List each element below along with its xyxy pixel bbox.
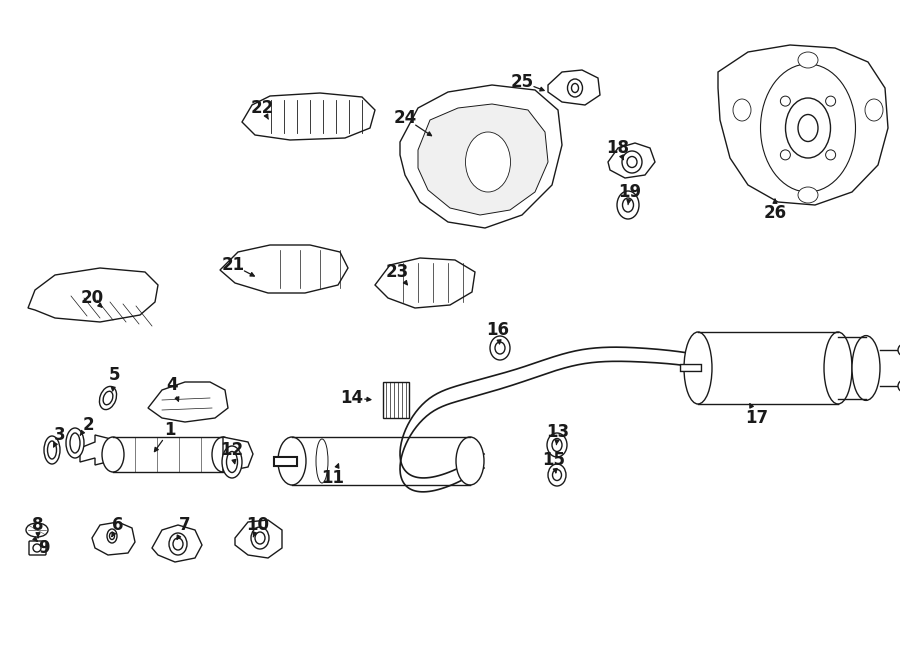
Ellipse shape (102, 437, 124, 472)
Ellipse shape (552, 438, 562, 451)
Ellipse shape (107, 529, 117, 543)
Polygon shape (28, 268, 158, 322)
Text: 19: 19 (618, 183, 642, 201)
Text: 14: 14 (340, 389, 364, 407)
Text: 3: 3 (54, 426, 66, 444)
Text: 22: 22 (250, 99, 274, 117)
Text: 1: 1 (164, 421, 176, 439)
Text: 11: 11 (321, 469, 345, 487)
Ellipse shape (456, 437, 484, 485)
Ellipse shape (553, 469, 562, 481)
Ellipse shape (898, 344, 900, 356)
FancyBboxPatch shape (29, 541, 46, 555)
Ellipse shape (825, 150, 835, 160)
Ellipse shape (173, 538, 183, 550)
Text: 17: 17 (745, 409, 769, 427)
Polygon shape (718, 45, 888, 205)
Text: 8: 8 (32, 516, 44, 534)
Ellipse shape (104, 391, 112, 405)
Text: 10: 10 (247, 516, 269, 534)
Ellipse shape (780, 96, 790, 106)
Ellipse shape (798, 187, 818, 203)
Ellipse shape (48, 441, 57, 459)
Ellipse shape (684, 332, 712, 404)
Ellipse shape (824, 332, 852, 404)
Ellipse shape (760, 64, 856, 192)
Ellipse shape (99, 387, 117, 410)
Polygon shape (608, 143, 655, 178)
Ellipse shape (490, 336, 510, 360)
Ellipse shape (622, 151, 642, 173)
Text: 6: 6 (112, 516, 124, 534)
Ellipse shape (798, 52, 818, 68)
Text: 21: 21 (221, 256, 245, 274)
Text: 2: 2 (82, 416, 94, 434)
Polygon shape (548, 70, 600, 105)
Ellipse shape (780, 150, 790, 160)
Text: 23: 23 (385, 263, 409, 281)
Polygon shape (148, 382, 228, 422)
Text: 16: 16 (487, 321, 509, 339)
Ellipse shape (255, 532, 265, 544)
Text: 25: 25 (510, 73, 534, 91)
Ellipse shape (70, 433, 80, 453)
Ellipse shape (617, 191, 639, 219)
Text: 5: 5 (109, 366, 121, 384)
Text: 15: 15 (543, 451, 565, 469)
Polygon shape (80, 435, 115, 465)
Polygon shape (838, 337, 866, 399)
Polygon shape (698, 332, 838, 404)
Polygon shape (400, 347, 730, 492)
Text: 18: 18 (607, 139, 629, 157)
Polygon shape (92, 522, 135, 555)
Text: 26: 26 (763, 204, 787, 222)
Ellipse shape (465, 132, 510, 192)
Ellipse shape (547, 433, 567, 457)
Ellipse shape (26, 523, 48, 537)
Polygon shape (152, 525, 202, 562)
Polygon shape (383, 382, 409, 418)
Ellipse shape (572, 83, 579, 93)
Polygon shape (375, 258, 475, 308)
Polygon shape (113, 437, 223, 472)
Text: 20: 20 (80, 289, 104, 307)
Ellipse shape (44, 436, 60, 464)
Ellipse shape (568, 79, 582, 97)
Ellipse shape (222, 446, 242, 478)
Text: 12: 12 (220, 441, 244, 459)
Ellipse shape (852, 336, 880, 401)
Ellipse shape (623, 198, 634, 212)
Polygon shape (400, 85, 562, 228)
Ellipse shape (495, 342, 505, 354)
Polygon shape (235, 520, 282, 558)
Ellipse shape (825, 96, 835, 106)
Polygon shape (418, 104, 548, 215)
Text: 24: 24 (393, 109, 417, 127)
Text: 7: 7 (179, 516, 191, 534)
Ellipse shape (627, 157, 637, 167)
Ellipse shape (548, 464, 566, 486)
Ellipse shape (33, 544, 41, 552)
Ellipse shape (66, 428, 84, 458)
Text: 4: 4 (166, 376, 178, 394)
Ellipse shape (227, 451, 238, 473)
Ellipse shape (786, 98, 831, 158)
Ellipse shape (110, 533, 114, 539)
Ellipse shape (251, 527, 269, 549)
Polygon shape (223, 437, 253, 472)
Polygon shape (220, 245, 348, 293)
Polygon shape (242, 93, 375, 140)
Ellipse shape (278, 437, 306, 485)
Ellipse shape (316, 439, 328, 483)
Ellipse shape (865, 99, 883, 121)
Text: 9: 9 (38, 539, 50, 557)
Ellipse shape (798, 114, 818, 141)
Polygon shape (292, 437, 470, 485)
Ellipse shape (212, 437, 234, 472)
Ellipse shape (898, 380, 900, 392)
Ellipse shape (733, 99, 751, 121)
Ellipse shape (169, 533, 187, 555)
Text: 13: 13 (546, 423, 570, 441)
